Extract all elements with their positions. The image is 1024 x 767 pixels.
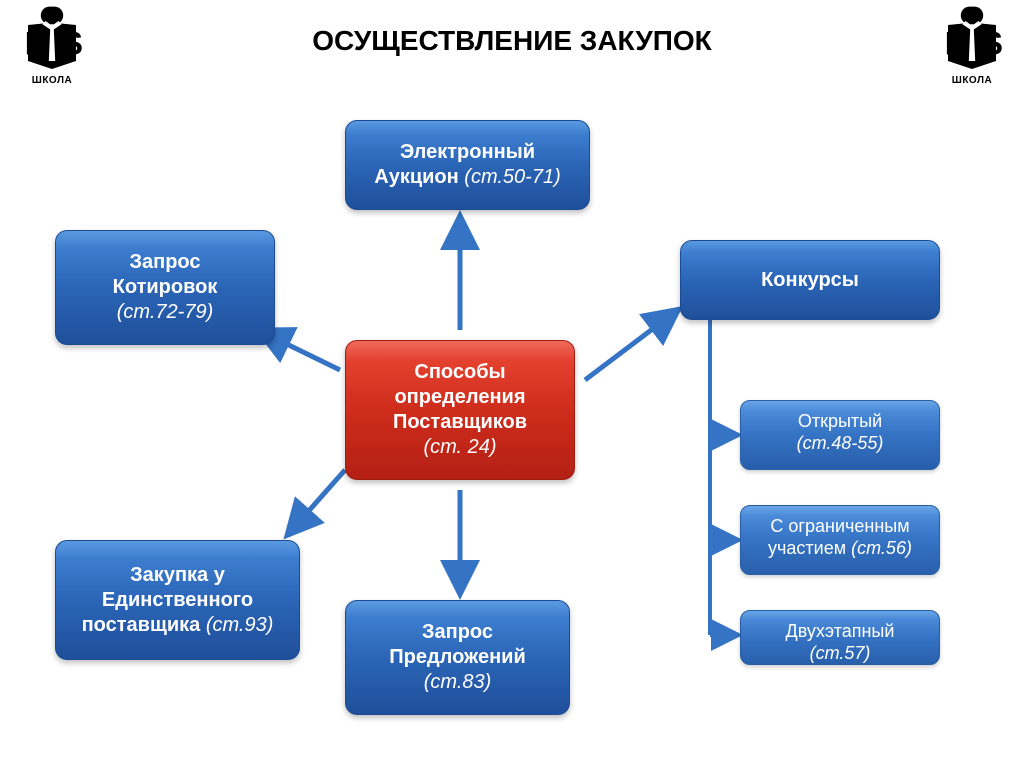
ll-line3: поставщика (ст.93) — [82, 613, 274, 638]
node-competitions: Конкурсы — [680, 240, 940, 320]
ll-line2: Единственного — [102, 588, 253, 613]
node-electronic-auction: Электронный Аукцион (ст.50-71) — [345, 120, 590, 210]
node-request-quotes: Запрос Котировок (ст.72-79) — [55, 230, 275, 345]
center-line1: Способы — [414, 360, 505, 385]
bottom-ref: (ст.83) — [424, 670, 492, 695]
subnode-limited: С ограниченным участием (ст.56) — [740, 505, 940, 575]
node-request-proposals: Запрос Предложений (ст.83) — [345, 600, 570, 715]
ll-line1: Закупка у — [130, 563, 225, 588]
arrow-center-r — [585, 312, 675, 380]
subnode-two-stage: Двухэтапный (ст.57) — [740, 610, 940, 665]
top-line1: Электронный — [400, 140, 535, 165]
lu-line1: Запрос — [129, 250, 200, 275]
arrow-center-ll — [290, 470, 345, 532]
logo-label-right: ШКОЛА — [932, 75, 1012, 86]
open-ref: (ст.48-55) — [797, 433, 884, 453]
subnode-open: Открытый (ст.48-55) — [740, 400, 940, 470]
center-line2: определения — [394, 385, 525, 410]
node-single-supplier: Закупка у Единственного поставщика (ст.9… — [55, 540, 300, 660]
lu-line2: Котировок — [113, 275, 218, 300]
limited-line2: участием (ст.56) — [768, 538, 912, 558]
node-center-methods: Способы определения Поставщиков (ст. 24) — [345, 340, 575, 480]
open-line1: Открытый — [798, 411, 882, 431]
two-line1: Двухэтапный — [786, 621, 895, 641]
limited-line1: С ограниченным — [770, 516, 909, 536]
top-line2: Аукцион (ст.50-71) — [374, 165, 561, 190]
logo-label-left: ШКОЛА — [12, 75, 92, 86]
bottom-line2: Предложений — [389, 645, 526, 670]
two-ref: (ст.57) — [810, 643, 871, 663]
lu-ref: (ст.72-79) — [117, 300, 213, 325]
center-line3: Поставщиков — [393, 410, 527, 435]
page-title: ОСУЩЕСТВЛЕНИЕ ЗАКУПОК — [0, 25, 1024, 57]
right-line1: Конкурсы — [761, 268, 859, 293]
center-ref: (ст. 24) — [423, 435, 496, 460]
bottom-line1: Запрос — [422, 620, 493, 645]
